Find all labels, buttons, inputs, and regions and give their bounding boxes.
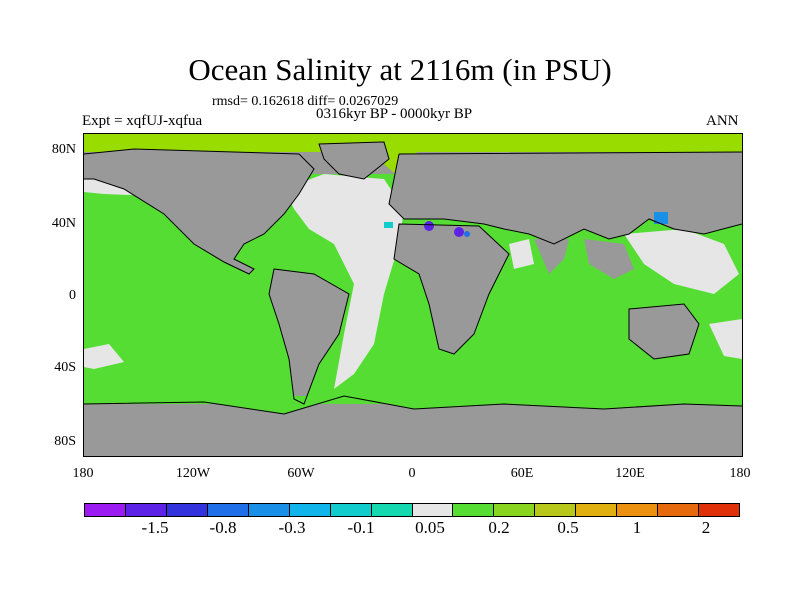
- lat-label-80s: 80S: [54, 434, 76, 449]
- gibraltar-anomaly: [384, 222, 393, 228]
- coastline-north-america: [84, 148, 315, 275]
- coastline-antarctica: [84, 395, 742, 415]
- colorbar-swatch: [330, 504, 372, 516]
- land-north-america: [84, 149, 314, 274]
- coastline-eurasia: [388, 151, 742, 245]
- colorbar-swatch: [207, 504, 249, 516]
- colorbar-swatch: [617, 504, 659, 516]
- lon-label-60e: 60E: [510, 466, 534, 481]
- colorbar-swatch: [85, 504, 126, 516]
- atlantic-neutral: [284, 174, 404, 389]
- colorbar-swatch: [248, 504, 290, 516]
- japan-sea-anomaly: [654, 212, 668, 224]
- colorbar-swatch: [535, 504, 577, 516]
- colorbar-label: -0.8: [209, 518, 237, 537]
- arabian-sea-neutral: [509, 239, 534, 269]
- lat-label-80n: 80N: [51, 142, 76, 157]
- land-antarctica: [84, 419, 742, 456]
- colorbar-swatch: [289, 504, 331, 516]
- coastline-africa: [393, 223, 510, 355]
- chart-title: Ocean Salinity at 2116m (in PSU): [188, 52, 612, 87]
- lon-label-0: 0: [408, 466, 416, 481]
- south-pacific-neutral: [84, 344, 124, 369]
- colorbar-swatch: [494, 504, 536, 516]
- colorbar-swatch: [453, 504, 495, 516]
- land-india: [534, 239, 569, 274]
- experiment-label: Expt = xqfUJ-xqfua: [82, 113, 203, 129]
- colorbar-swatch: [125, 504, 167, 516]
- stats-line: rmsd= 0.162618 diff= 0.0267029: [212, 94, 399, 109]
- southern-ocean-strip: [84, 396, 742, 404]
- colorbar-label: 0.2: [488, 518, 510, 537]
- land-se-asia: [584, 239, 634, 279]
- colorbar-label: -0.1: [347, 518, 375, 537]
- colorbar-swatch: [371, 504, 413, 516]
- land-australia: [629, 304, 699, 359]
- coastline-australia: [628, 303, 700, 360]
- colorbar-swatch: [576, 504, 618, 516]
- land-greenland: [319, 142, 389, 179]
- lat-label-0: 0: [69, 288, 76, 303]
- colorbar-swatch: [166, 504, 208, 516]
- colorbar-label: 0.5: [557, 518, 579, 537]
- land-south-america: [269, 269, 349, 404]
- colorbar-label: 0.05: [415, 518, 445, 537]
- lat-label-40s: 40S: [54, 360, 76, 375]
- lon-label-120w: 120W: [175, 466, 211, 481]
- colorbar-swatch: [658, 504, 700, 516]
- colorbar: [84, 503, 740, 517]
- mediterranean-anomaly-2: [454, 227, 464, 237]
- season-label: ANN: [706, 113, 739, 129]
- period-line: 0316kyr BP - 0000kyr BP: [316, 106, 473, 122]
- colorbar-label: -1.5: [141, 518, 169, 537]
- coastline-south-america: [268, 268, 350, 405]
- coastline-greenland: [318, 141, 390, 180]
- salinity-map: [83, 133, 743, 457]
- mediterranean-anomaly-3: [464, 231, 470, 237]
- lon-label-180e: 180: [729, 466, 751, 481]
- land-antarctica-edge: [84, 396, 742, 424]
- colorbar-label: 2: [701, 518, 711, 537]
- lon-label-60w: 60W: [287, 466, 315, 481]
- west-pacific-neutral: [624, 229, 739, 294]
- lon-label-120e: 120E: [615, 466, 645, 481]
- colorbar-swatch: [699, 504, 739, 516]
- lat-label-40n: 40N: [51, 216, 76, 231]
- colorbar-label: 1: [632, 518, 642, 537]
- land-africa: [394, 224, 509, 354]
- land-eurasia: [389, 152, 742, 244]
- colorbar-label: -0.3: [278, 518, 306, 537]
- lon-label-180w: 180: [72, 466, 94, 481]
- southern-ocean-neutral: [709, 319, 742, 359]
- colorbar-swatch: [412, 504, 454, 516]
- mediterranean-anomaly: [424, 221, 434, 231]
